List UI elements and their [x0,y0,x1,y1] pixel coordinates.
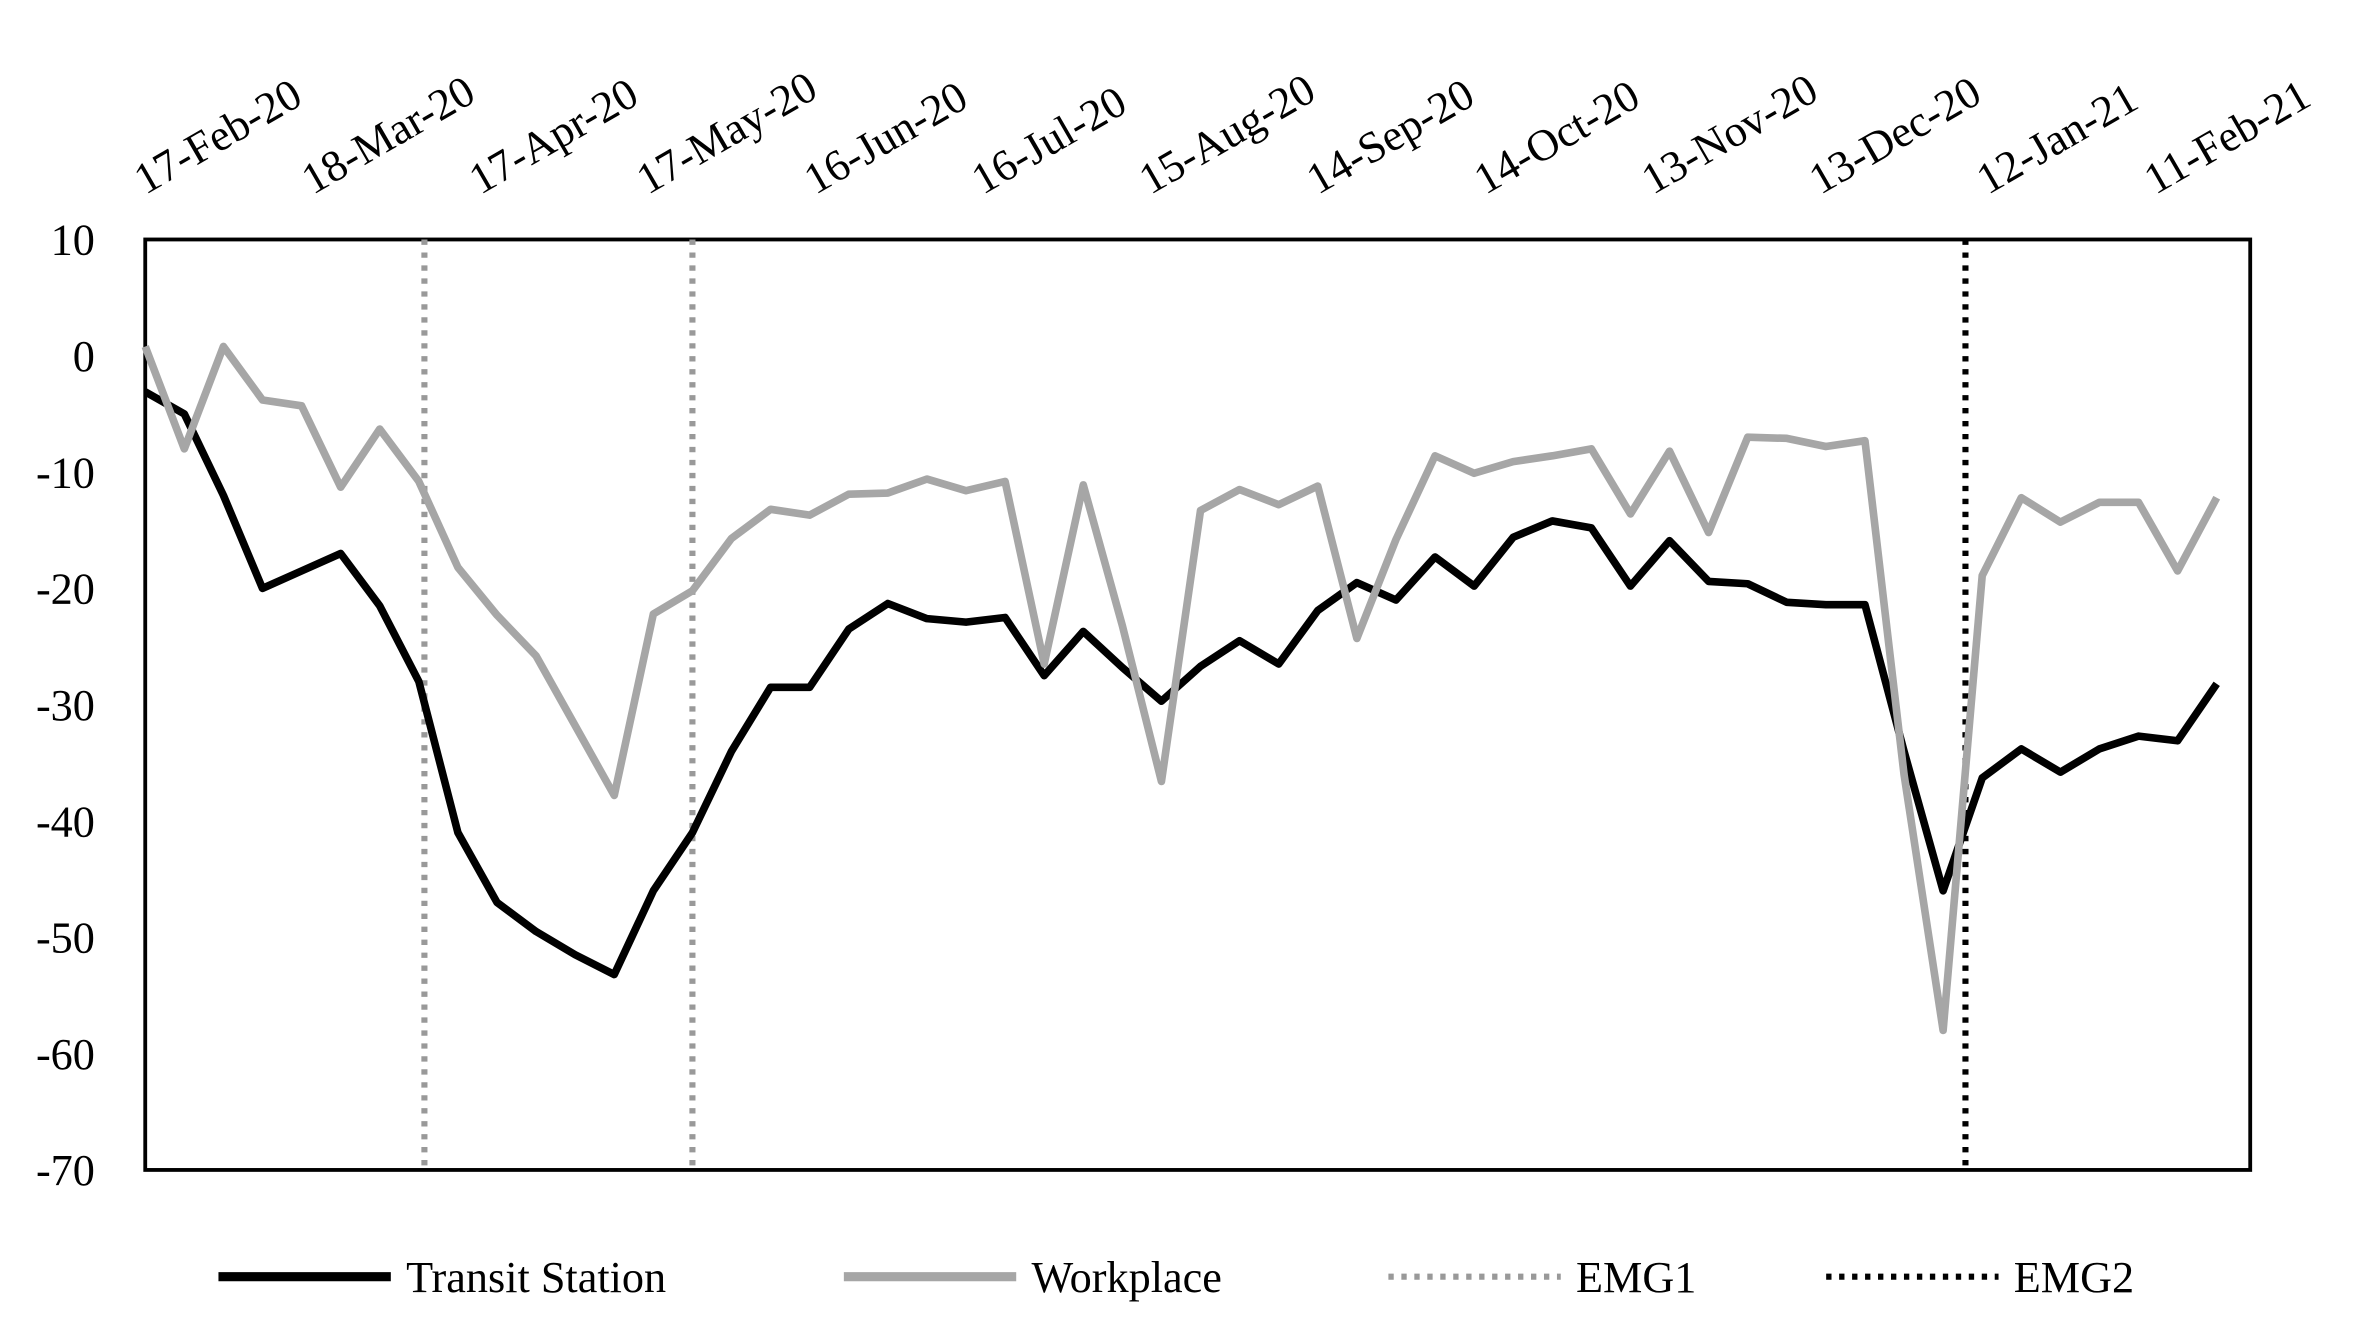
y-tick-label: -10 [36,448,95,497]
x-tick-label: 17-Feb-20 [126,69,310,204]
x-tick-label: 14-Oct-20 [1466,71,1648,204]
x-tick-label: 17-May-20 [628,62,825,204]
legend-label: Transit Station [406,1253,666,1302]
legend-label: Workplace [1031,1253,1221,1302]
x-tick-label: 12-Jan-21 [1968,73,2146,204]
y-tick-label: -20 [36,565,95,614]
y-tick-label: -70 [36,1146,95,1195]
legend-label: EMG1 [1576,1253,1696,1302]
legend-label: EMG2 [2014,1253,2134,1302]
x-tick-label: 16-Jul-20 [963,77,1134,204]
x-tick-label: 18-Mar-20 [293,66,483,204]
y-tick-label: 10 [51,216,95,265]
x-tick-label: 16-Jun-20 [796,72,976,204]
y-tick-label: -60 [36,1030,95,1079]
y-tick-label: -40 [36,797,95,846]
y-tick-label: 0 [73,332,95,381]
x-tick-label: 14-Sep-20 [1298,69,1482,204]
x-tick-label: 13-Dec-20 [1801,67,1989,204]
x-tick-label: 17-Apr-20 [461,69,646,204]
x-tick-label: 15-Aug-20 [1131,64,1324,203]
series-line [143,388,2220,979]
series-line [141,342,2221,1035]
y-tick-label: -50 [36,914,95,963]
y-tick-label: -30 [36,681,95,730]
x-tick-label: 11-Feb-21 [2136,70,2319,204]
x-tick-label: 13-Nov-20 [1633,64,1826,203]
plot-frame [143,237,2253,1172]
